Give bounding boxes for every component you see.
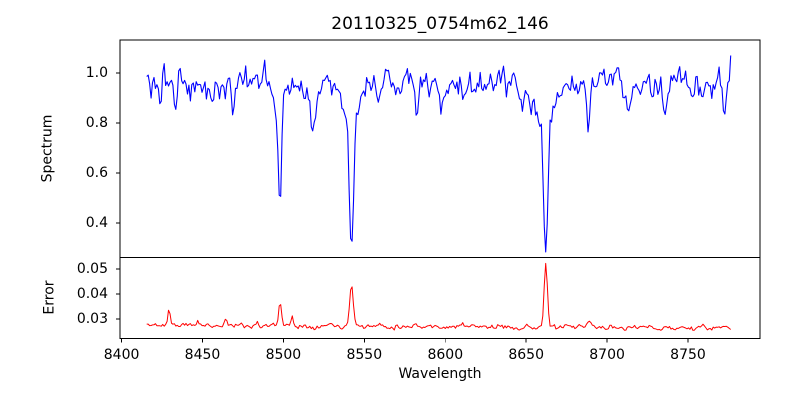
error-panel-frame [119, 257, 761, 339]
error-series-line [146, 262, 732, 331]
spectrum-panel-frame [119, 39, 761, 258]
x-axis-label: Wavelength [398, 366, 482, 382]
spectrum-series-line [146, 55, 732, 253]
axis-tick-marks [116, 72, 689, 343]
chart-title: 20110325_0754m62_146 [331, 14, 549, 34]
